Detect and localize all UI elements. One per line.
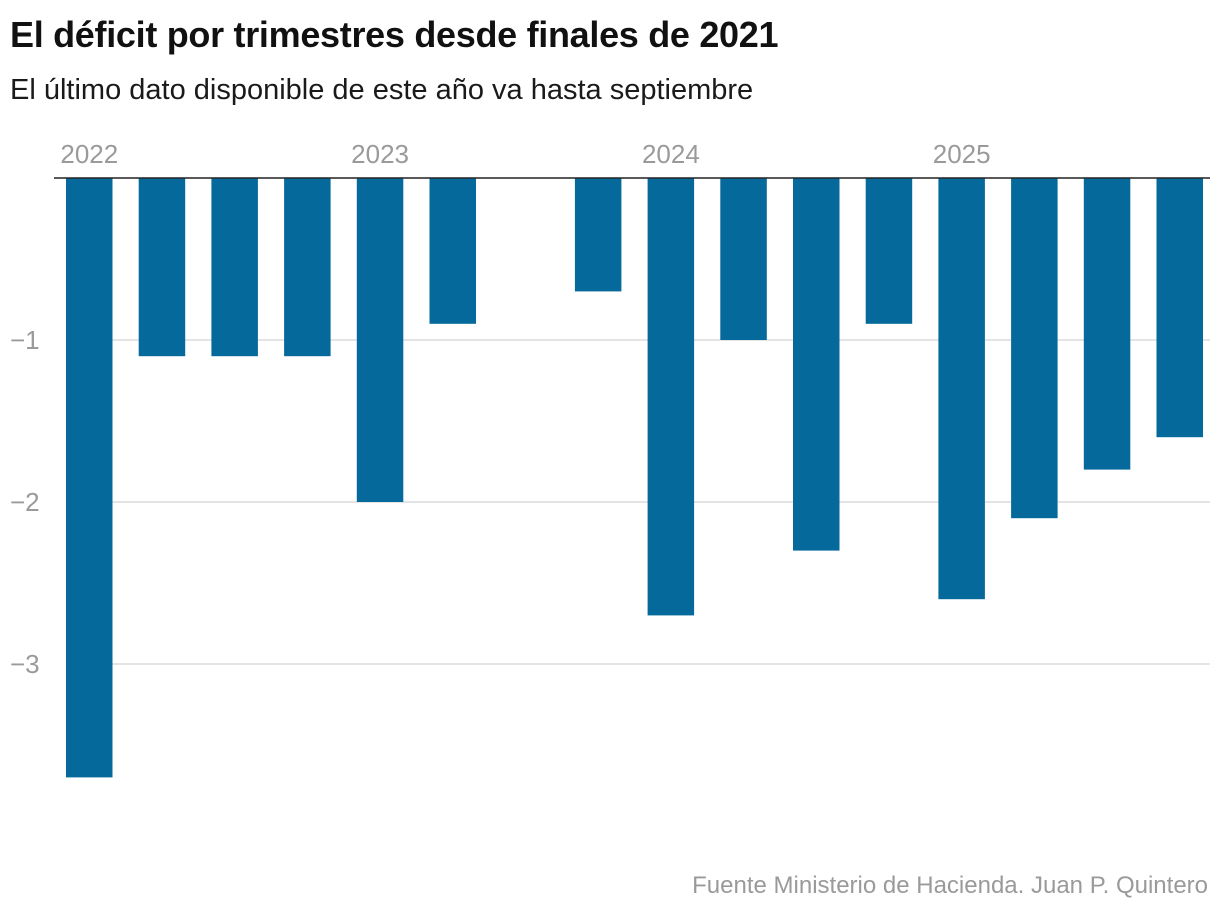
source-credit: Fuente Ministerio de Hacienda. Juan P. Q… bbox=[692, 872, 1208, 899]
x-year-label: 2022 bbox=[60, 139, 118, 169]
y-tick-label: −1 bbox=[10, 325, 40, 355]
axis-labels: −1 −2 −3 2022 2023 2024 2025 bbox=[10, 139, 991, 679]
bar bbox=[1156, 178, 1203, 438]
bar bbox=[720, 178, 767, 340]
y-tick-label: −2 bbox=[10, 487, 40, 517]
bar bbox=[938, 178, 985, 600]
bar bbox=[66, 178, 113, 778]
bar bbox=[429, 178, 476, 324]
bar bbox=[356, 178, 404, 502]
bar bbox=[211, 178, 258, 357]
chart-subtitle: El último dato disponible de este año va… bbox=[10, 74, 754, 106]
chart-title: El déficit por trimestres desde finales … bbox=[10, 14, 779, 55]
x-year-label: 2023 bbox=[351, 139, 409, 169]
bar bbox=[865, 178, 913, 324]
y-tick-label: −3 bbox=[10, 649, 40, 679]
bar bbox=[1083, 178, 1131, 470]
x-year-label: 2024 bbox=[642, 139, 700, 169]
bar bbox=[1011, 178, 1058, 519]
bar bbox=[647, 178, 695, 616]
bar bbox=[574, 178, 622, 292]
bar bbox=[793, 178, 840, 551]
bar bbox=[284, 178, 331, 357]
bar bbox=[138, 178, 186, 357]
bars bbox=[66, 178, 1203, 778]
x-year-label: 2025 bbox=[933, 139, 991, 169]
